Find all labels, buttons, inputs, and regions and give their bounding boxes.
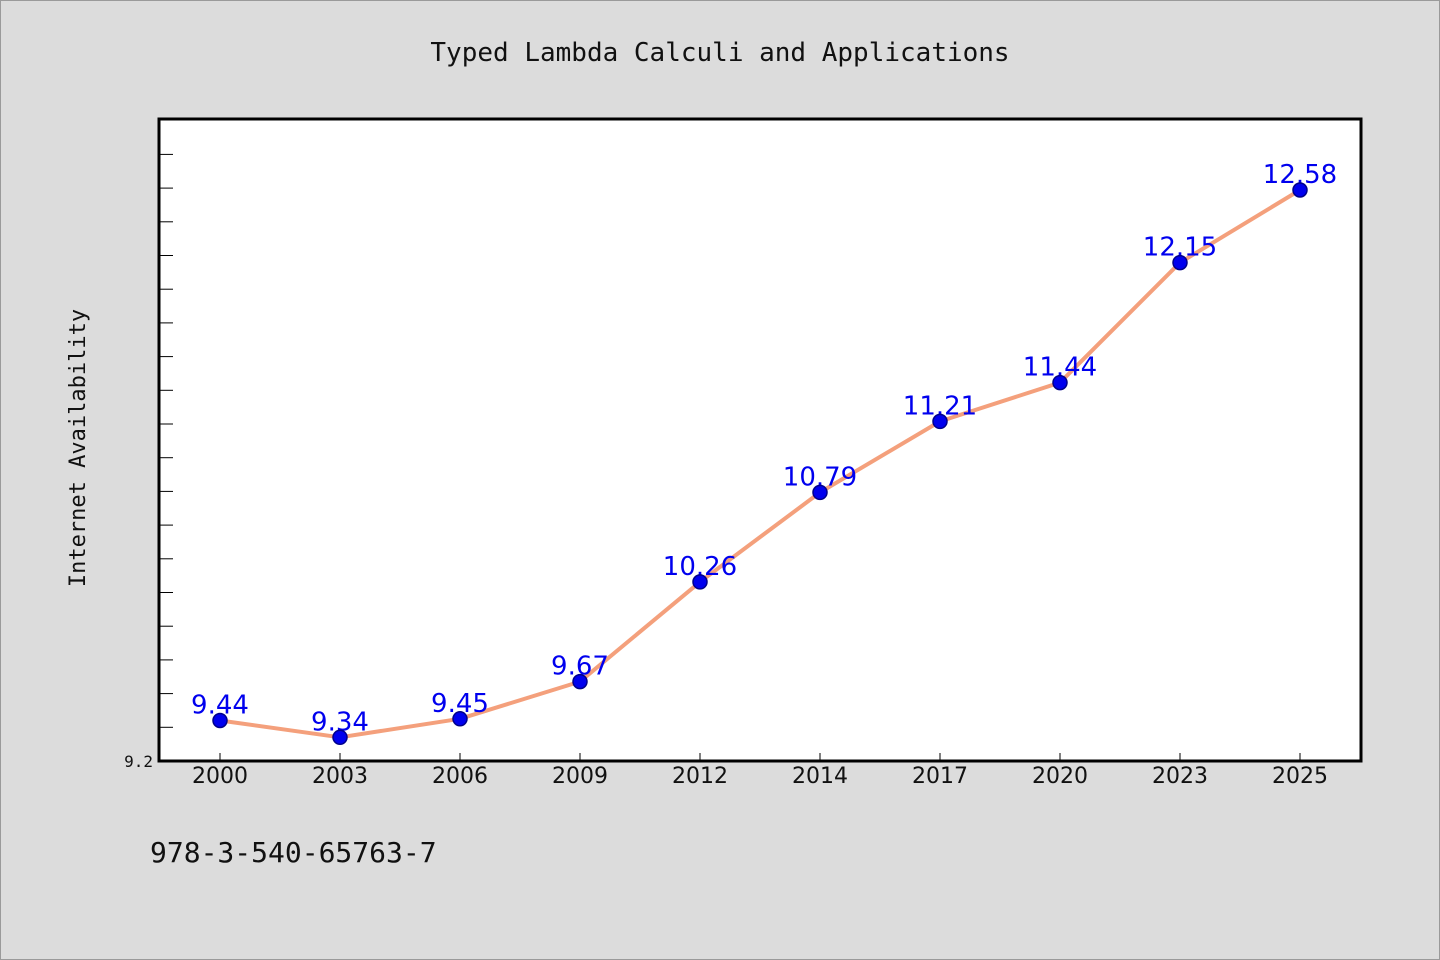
x-tick-label: 2003: [312, 764, 368, 789]
data-point: [572, 673, 588, 690]
data-point: [1172, 254, 1188, 271]
x-tick-label: 2025: [1272, 764, 1328, 789]
isbn-text: 978-3-540-65763-7: [150, 836, 437, 869]
plot-border: [157, 117, 1363, 763]
data-point: [932, 413, 948, 430]
x-tick-label: 2023: [1152, 764, 1208, 789]
x-tick-label: 2000: [192, 764, 248, 789]
data-point: [812, 484, 828, 501]
data-point: [1052, 374, 1068, 391]
plot-area: [159, 119, 1361, 761]
x-tick-label: 2006: [432, 764, 488, 789]
data-markers: [212, 182, 1308, 746]
x-tick-label: 2020: [1032, 764, 1088, 789]
x-tick-label: 2017: [912, 764, 968, 789]
data-point: [692, 574, 708, 590]
y-axis-label: Internet Availability: [66, 309, 91, 587]
series-line: [218, 188, 1302, 740]
chart-title: Typed Lambda Calculi and Applications: [430, 38, 1009, 68]
data-point: [1292, 182, 1308, 198]
y-tick-label: 9.2: [124, 752, 153, 771]
x-tick-label: 2014: [792, 764, 848, 789]
y-axis-ticks: 9.2: [124, 153, 173, 771]
data-point: [212, 712, 228, 729]
data-point: [452, 711, 468, 727]
x-tick-label: 2009: [552, 764, 608, 789]
x-tick-label: 2012: [672, 764, 728, 789]
x-axis-ticks: 2000 2003 2006 2009 2012 2014 2017 2020 2023 2025: [192, 753, 1328, 789]
data-point: [332, 729, 348, 746]
